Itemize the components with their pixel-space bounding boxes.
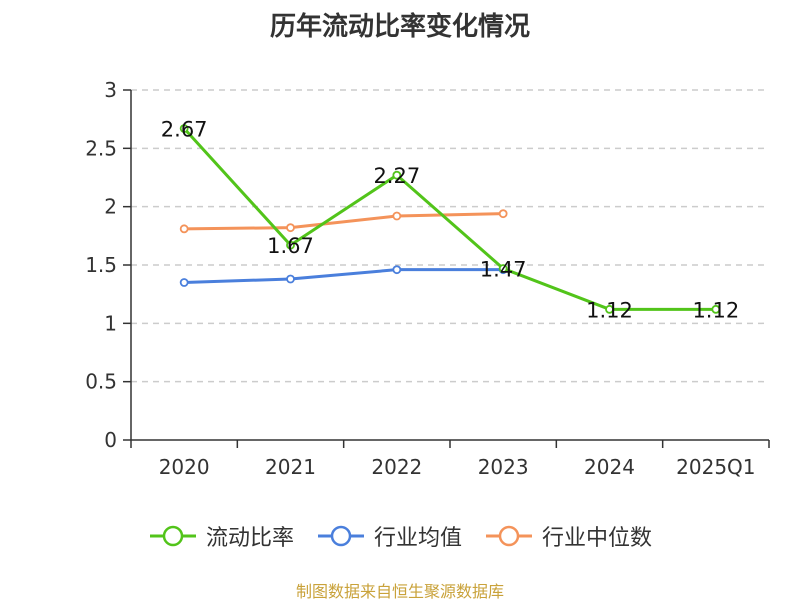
legend-swatch-icon (486, 525, 532, 547)
data-point (392, 211, 402, 221)
data-point (498, 209, 508, 219)
data-point (498, 264, 508, 273)
data-point (179, 124, 189, 133)
series-line-1 (184, 268, 504, 284)
legend-label: 流动比率 (205, 526, 294, 551)
legend-swatch-icon (149, 525, 196, 547)
chart-title: 历年流动比率变化情况 (269, 12, 530, 42)
legend-item[interactable]: 行业中位数 (484, 520, 652, 552)
x-tick-label: 2020 (159, 455, 210, 479)
x-tick-label: 2024 (584, 455, 635, 479)
y-tick-label: 0 (104, 428, 117, 452)
data-label: 1.67 (267, 234, 314, 258)
data-point (179, 278, 189, 287)
legend-swatch-icon (317, 525, 364, 547)
x-tick-label: 2025Q1 (676, 455, 755, 479)
legend-label: 行业均值 (373, 526, 462, 551)
data-point (711, 304, 721, 314)
y-tick-label: 2.5 (85, 136, 117, 160)
legend-item[interactable]: 流动比率 (148, 520, 294, 552)
data-labels: 2.67 1.67 2.27 1.47 1.12 1.12 (161, 118, 739, 323)
legend-item[interactable]: 行业均值 (316, 520, 462, 552)
legend: 流动比率 行业均值 行业中位数 (0, 520, 800, 552)
legend-label: 行业中位数 (542, 526, 653, 551)
data-label: 1.47 (480, 258, 527, 282)
data-point (392, 170, 402, 180)
grid-lines (131, 89, 769, 383)
data-label: 2.27 (373, 164, 420, 188)
y-tick-label: 1.5 (85, 253, 117, 277)
x-tick-label: 2023 (478, 455, 529, 479)
data-point (605, 304, 614, 314)
series-line-2 (184, 212, 504, 231)
data-point (392, 265, 402, 275)
axes: 0 0.5 1 1.5 2 2.5 3 2020 2021 2022 2023 2024 2025Q1 (85, 78, 770, 479)
data-label: 1.12 (692, 298, 739, 322)
y-tick-label: 1 (104, 311, 117, 335)
y-tick-label: 0.5 (85, 370, 117, 394)
source-note: 制图数据来自恒生聚源数据库 (295, 582, 504, 601)
series-lines (179, 124, 721, 314)
x-tick-label: 2021 (265, 455, 316, 479)
data-point (286, 240, 295, 250)
data-point (286, 223, 295, 233)
data-label: 1.12 (586, 298, 633, 322)
data-label: 2.67 (161, 118, 208, 142)
data-point (286, 274, 295, 284)
data-point (179, 224, 189, 234)
y-tick-label: 2 (104, 195, 117, 219)
y-tick-label: 3 (104, 78, 117, 102)
series-line-0 (183, 127, 716, 311)
x-tick-label: 2022 (371, 455, 422, 479)
